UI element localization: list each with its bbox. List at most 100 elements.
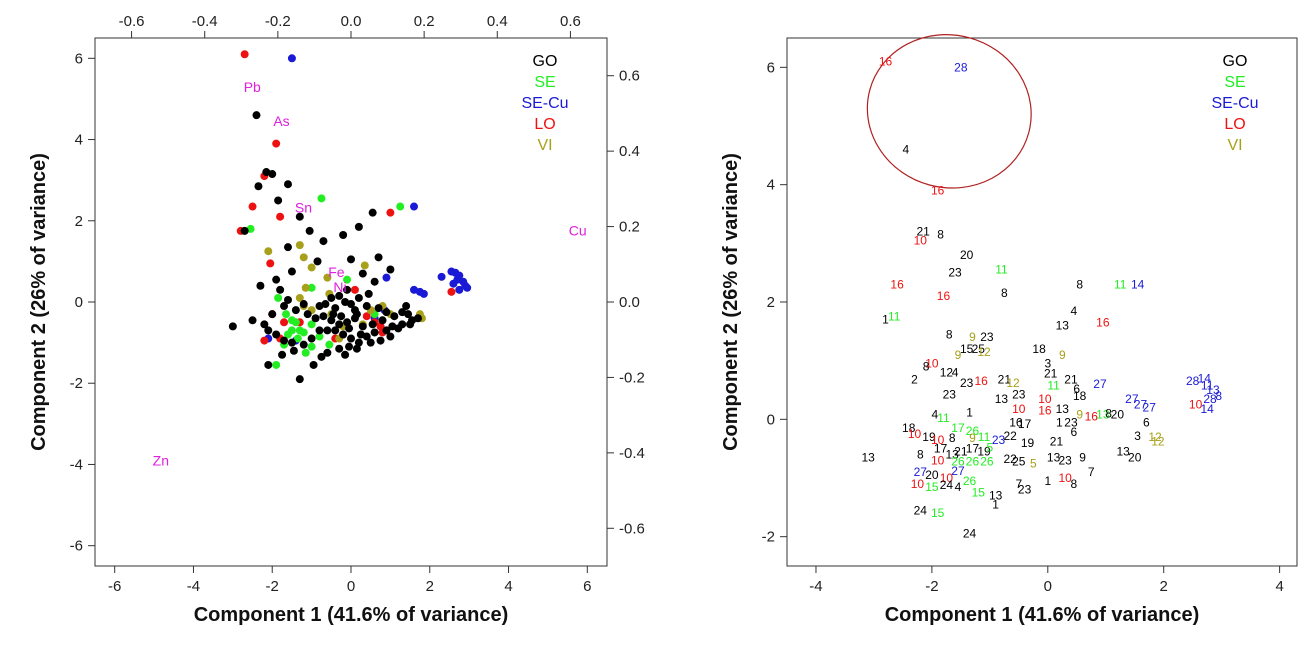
sample-label: 21 [998, 372, 1012, 386]
sample-label: 2 [911, 372, 918, 386]
legend-entry: GO [533, 53, 558, 70]
sample-label: 12 [1151, 435, 1165, 449]
score-point-go [283, 180, 292, 189]
sample-label: 27 [951, 464, 965, 478]
sample-label: 25 [972, 342, 986, 356]
score-point-go [272, 330, 281, 339]
score-point-lo [272, 139, 281, 148]
sample-label: 10 [1038, 392, 1052, 406]
score-point-se [299, 328, 308, 337]
sample-label: 23 [943, 388, 957, 402]
sample-label: 17 [934, 442, 948, 456]
sample-label: 14 [1131, 277, 1145, 291]
sample-label: 11 [888, 310, 901, 324]
top-tick-label: -0.2 [265, 13, 291, 30]
sample-label: 16 [974, 374, 988, 388]
sample-label: 10 [925, 357, 939, 371]
score-point-go [299, 340, 308, 349]
x-tick-label: -4 [187, 578, 200, 595]
top-tick-label: -0.4 [192, 13, 218, 30]
score-point-lo [280, 318, 289, 327]
sample-label: 22 [1003, 429, 1017, 443]
right-tick-label: -0.2 [619, 369, 645, 386]
score-point-go [278, 350, 287, 359]
sample-label: 21 [917, 225, 931, 239]
right-tick-label: 0.2 [619, 219, 640, 236]
score-point-go [386, 332, 395, 341]
sample-label: 8 [1071, 477, 1078, 491]
score-point-go [343, 318, 352, 327]
sample-label: 10 [1189, 398, 1203, 412]
score-point-go [406, 320, 415, 329]
sample-label: 28 [1203, 392, 1217, 406]
x-tick-label: -2 [266, 578, 279, 595]
sample-label: 12 [1006, 376, 1020, 390]
legend-entry: SE [534, 74, 555, 91]
sample-label: 9 [969, 330, 976, 344]
y-axis-label: Component 2 (26% of variance) [28, 153, 50, 451]
sample-label: 13 [861, 450, 875, 464]
sample-label: 16 [879, 54, 893, 68]
sample-label: 1 [992, 497, 999, 511]
sample-label: 8 [949, 431, 956, 445]
x-tick-label: 6 [583, 578, 591, 595]
sample-label: 7 [1088, 465, 1095, 479]
sample-label: 9 [969, 431, 976, 445]
sample-label: 16 [1096, 316, 1110, 330]
score-point-go [341, 350, 350, 359]
score-point-go [352, 344, 361, 353]
sample-label: 1 [1056, 415, 1063, 429]
sample-label: 21 [1064, 372, 1078, 386]
score-point-go [368, 208, 377, 217]
score-point-se [307, 283, 316, 292]
sample-label: 11 [937, 411, 950, 425]
sample-label: 23 [1018, 483, 1032, 497]
sample-label: 8 [946, 327, 953, 341]
score-point-se [317, 194, 326, 203]
sample-label: 8 [923, 360, 930, 374]
sample-label: 3 [1044, 357, 1051, 371]
score-point-go [374, 304, 383, 313]
y-tick-label: -4 [70, 456, 83, 473]
sample-label: 13 [1096, 408, 1110, 422]
score-point-go [337, 312, 346, 321]
x-tick-label: -6 [108, 578, 121, 595]
score-point-go [343, 285, 352, 294]
score-point-lo [362, 312, 371, 321]
sample-label: 11 [1201, 378, 1214, 392]
loading-label-ni: Ni [333, 279, 346, 295]
sample-label: 9 [1079, 450, 1086, 464]
score-point-go [280, 302, 289, 311]
sample-label: 8 [1215, 389, 1222, 403]
score-point-lo [248, 202, 257, 211]
x-axis-label: Component 1 (41.6% of variance) [194, 604, 509, 626]
score-point-go [390, 312, 399, 321]
score-point-go [347, 255, 355, 264]
y-tick-label: -2 [70, 375, 83, 392]
sample-label: 13 [995, 392, 1009, 406]
y-tick-label: 4 [767, 177, 775, 194]
sample-label: 1 [966, 405, 973, 419]
y-tick-label: -2 [762, 529, 775, 546]
score-point-vi [301, 283, 310, 292]
sample-label: 21 [954, 445, 968, 459]
sample-label: 16 [890, 277, 904, 291]
score-point-se [301, 348, 310, 357]
score-point-go [323, 348, 332, 357]
sample-label: 8 [1105, 406, 1112, 420]
score-point-go [358, 269, 367, 278]
top-tick-label: 0.0 [341, 13, 362, 30]
score-point-go [287, 267, 296, 276]
sample-label: 11 [1114, 277, 1127, 291]
sample-label: 9 [1059, 348, 1066, 362]
x-tick-label: -2 [925, 578, 938, 595]
score-point-go [309, 360, 318, 369]
sample-label: 18 [902, 421, 916, 435]
sample-label: 10 [914, 233, 928, 247]
score-point-go [345, 342, 354, 351]
sample-label: 13 [1047, 450, 1061, 464]
sample-label: 17 [1018, 417, 1032, 431]
sample-label: 24 [940, 478, 954, 492]
